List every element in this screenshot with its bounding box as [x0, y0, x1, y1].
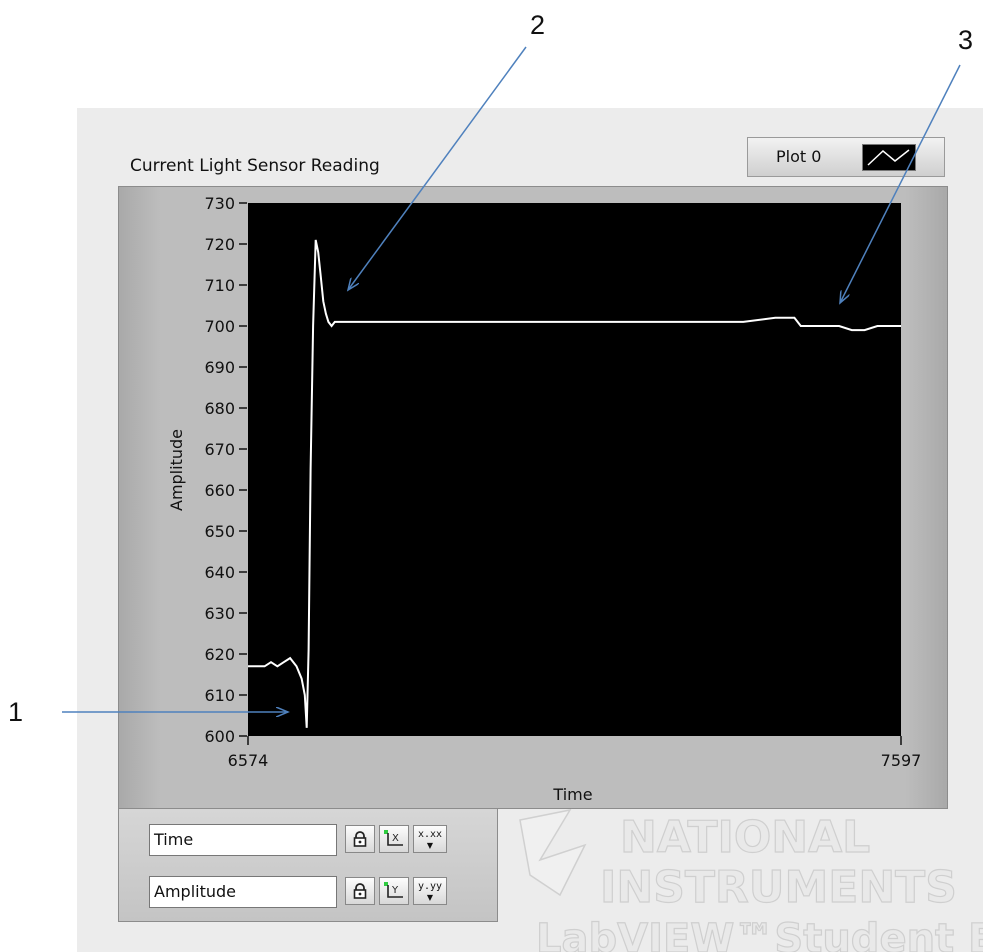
y-tick-label: 610: [204, 686, 235, 705]
y-format-button[interactable]: y.yy ▼: [413, 877, 447, 905]
x-autoscale-button[interactable]: X: [379, 825, 409, 853]
y-tick-label: 700: [204, 317, 235, 336]
y-tick-label: 630: [204, 604, 235, 623]
x-tick-label: 7597: [881, 751, 922, 770]
x-axis-title: Time: [552, 785, 592, 804]
legend-plot-name: Plot 0: [776, 147, 822, 166]
y-lock-button[interactable]: [345, 877, 375, 905]
svg-text:X: X: [392, 833, 399, 844]
watermark-line2: INSTRUMENTS: [600, 862, 957, 913]
y-tick-label: 680: [204, 399, 235, 418]
annotation-label-1: 1: [8, 697, 24, 727]
y-tick-label: 720: [204, 235, 235, 254]
x-tick-label: 6574: [228, 751, 269, 770]
y-tick-label: 710: [204, 276, 235, 295]
x-format-label: x.xx: [417, 829, 443, 840]
y-tick-label: 730: [204, 194, 235, 213]
plot-0-trace: [248, 239, 901, 728]
x-axis-name-field[interactable]: Time: [149, 824, 337, 856]
x-axis: 6574 7597: [228, 736, 922, 770]
autoscale-x-icon: X: [384, 830, 403, 846]
y-tick-label: 600: [204, 727, 235, 746]
dropdown-arrow-icon: ▼: [426, 841, 434, 850]
x-format-button[interactable]: x.xx ▼: [413, 825, 447, 853]
y-tick-label: 640: [204, 563, 235, 582]
y-tick-label: 660: [204, 481, 235, 500]
annotation-arrow-3: [840, 64, 961, 303]
y-autoscale-button[interactable]: Y: [379, 877, 409, 905]
y-tick-label: 650: [204, 522, 235, 541]
x-lock-button[interactable]: [345, 825, 375, 853]
lock-icon: [353, 883, 367, 899]
y-axis: 730 720 710 700 690 680 670 660 650 640 630 620 610 6…: [204, 194, 247, 746]
svg-text:Y: Y: [391, 885, 399, 896]
annotation-arrow-2: [348, 46, 527, 290]
annotation-label-2: 2: [530, 10, 546, 40]
watermark-line1: NATIONAL: [620, 812, 870, 863]
y-axis-title: Amplitude: [167, 429, 186, 511]
y-tick-label: 690: [204, 358, 235, 377]
y-format-label: y.yy: [417, 881, 443, 892]
y-tick-label: 620: [204, 645, 235, 664]
ni-watermark: NATIONAL INSTRUMENTS LabVIEW™Student Ed: [519, 808, 983, 952]
graph-title: Current Light Sensor Reading: [130, 156, 380, 176]
autoscale-y-icon: Y: [384, 882, 403, 898]
y-tick-label: 670: [204, 440, 235, 459]
watermark-line3: LabVIEW™Student Ed: [536, 916, 983, 952]
dropdown-arrow-icon: ▼: [426, 893, 434, 902]
plot-area: [248, 203, 901, 736]
cursor-legend-palette: Time Amplitude X x.xx ▼ Y y.y: [118, 808, 498, 922]
ni-logo-icon: [519, 808, 587, 897]
lock-icon: [353, 831, 367, 847]
annotation-label-3: 3: [958, 25, 974, 55]
y-axis-name-field[interactable]: Amplitude: [149, 876, 337, 908]
legend-line-swatch-icon[interactable]: [862, 144, 916, 171]
